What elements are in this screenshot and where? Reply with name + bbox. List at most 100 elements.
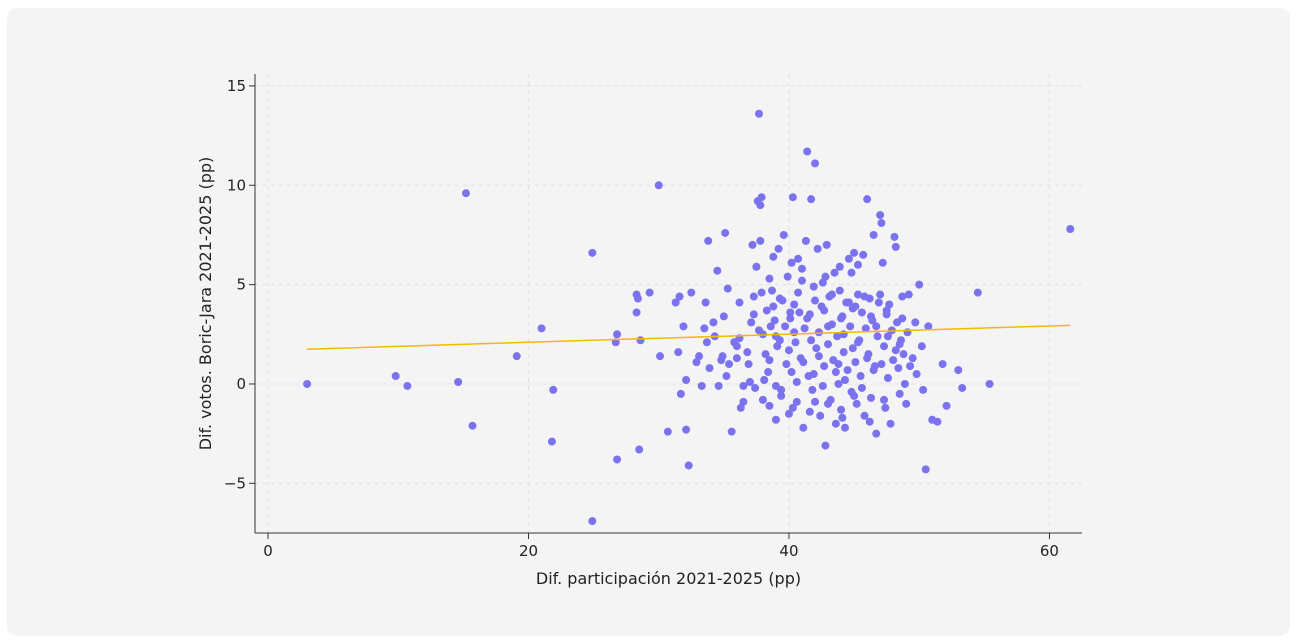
data-point xyxy=(781,322,790,331)
data-point xyxy=(844,254,853,263)
data-point xyxy=(719,312,728,321)
data-point xyxy=(942,401,951,410)
chart-card: 0 20 40 60 −5 0 5 10 15 Dif. participación 2021-… xyxy=(7,8,1290,636)
data-point xyxy=(917,342,926,351)
data-point xyxy=(898,314,907,323)
data-point xyxy=(891,242,900,251)
data-point xyxy=(682,425,691,434)
data-point xyxy=(877,360,886,369)
data-point xyxy=(889,356,898,365)
data-point xyxy=(747,318,756,327)
data-point xyxy=(735,298,744,307)
data-point xyxy=(902,399,911,408)
data-point xyxy=(684,461,693,470)
data-point xyxy=(873,332,882,341)
data-point xyxy=(721,228,730,237)
data-point xyxy=(773,342,782,351)
data-point xyxy=(765,401,774,410)
data-point xyxy=(787,258,796,267)
data-point xyxy=(833,332,842,341)
data-point xyxy=(701,298,710,307)
data-point xyxy=(857,383,866,392)
data-point xyxy=(824,340,833,349)
data-point xyxy=(656,352,665,361)
data-point xyxy=(700,324,709,333)
data-point xyxy=(921,465,930,474)
data-point xyxy=(850,391,859,400)
data-point xyxy=(895,340,904,349)
data-point xyxy=(880,342,889,351)
data-point xyxy=(766,322,775,331)
data-point xyxy=(816,411,825,420)
data-point xyxy=(869,366,878,375)
data-point xyxy=(787,368,796,377)
data-point xyxy=(803,314,812,323)
data-point xyxy=(863,354,872,363)
data-point xyxy=(709,318,718,327)
data-point xyxy=(697,381,706,390)
data-point xyxy=(799,358,808,367)
data-point xyxy=(588,248,597,257)
data-point xyxy=(985,379,994,388)
data-point xyxy=(898,292,907,301)
data-point xyxy=(919,385,928,394)
data-point xyxy=(844,298,853,307)
data-point xyxy=(765,274,774,283)
y-tick-label: 10 xyxy=(227,176,246,194)
trend-line-group xyxy=(307,324,1071,350)
data-point xyxy=(895,389,904,398)
data-point xyxy=(830,268,839,277)
data-point xyxy=(807,336,816,345)
y-tick-label: −5 xyxy=(224,474,246,492)
data-point xyxy=(303,379,312,388)
data-point xyxy=(770,316,779,325)
data-point xyxy=(732,354,741,363)
x-tick-label: 40 xyxy=(779,542,798,560)
data-point xyxy=(811,296,820,305)
data-point xyxy=(788,403,797,412)
data-point xyxy=(869,230,878,239)
scatter-chart: 0 20 40 60 −5 0 5 10 15 Dif. participación 2021-… xyxy=(196,74,1082,588)
data-point xyxy=(755,109,764,118)
data-point xyxy=(899,350,908,359)
data-point xyxy=(851,358,860,367)
data-point xyxy=(912,370,921,379)
data-point xyxy=(786,314,795,323)
data-point xyxy=(676,389,685,398)
y-tick-label: 15 xyxy=(227,77,246,95)
data-point xyxy=(834,379,843,388)
data-point xyxy=(771,415,780,424)
data-point xyxy=(900,379,909,388)
data-point xyxy=(403,381,412,390)
x-tick-label: 0 xyxy=(263,542,273,560)
data-point xyxy=(682,376,691,384)
data-point xyxy=(717,356,726,365)
data-point xyxy=(846,322,855,331)
data-point xyxy=(847,268,856,277)
data-point xyxy=(797,264,806,273)
data-point xyxy=(760,376,769,384)
data-point xyxy=(512,352,521,361)
data-point xyxy=(838,413,847,422)
data-point xyxy=(633,294,642,303)
data-point xyxy=(861,324,870,333)
data-point xyxy=(883,332,892,341)
data-point xyxy=(890,232,899,241)
data-point xyxy=(827,290,836,299)
data-point xyxy=(537,324,546,333)
data-point xyxy=(791,338,800,347)
data-point xyxy=(792,377,801,386)
data-point xyxy=(454,377,463,386)
data-point xyxy=(853,338,862,347)
data-point xyxy=(588,517,597,526)
data-point xyxy=(839,330,848,339)
data-point xyxy=(880,395,889,404)
data-point xyxy=(768,286,777,295)
data-point xyxy=(812,344,821,353)
data-point xyxy=(881,403,890,412)
data-point xyxy=(801,236,810,245)
data-point xyxy=(850,248,859,257)
data-point xyxy=(635,445,644,454)
data-point xyxy=(751,383,760,392)
data-point xyxy=(674,348,683,357)
